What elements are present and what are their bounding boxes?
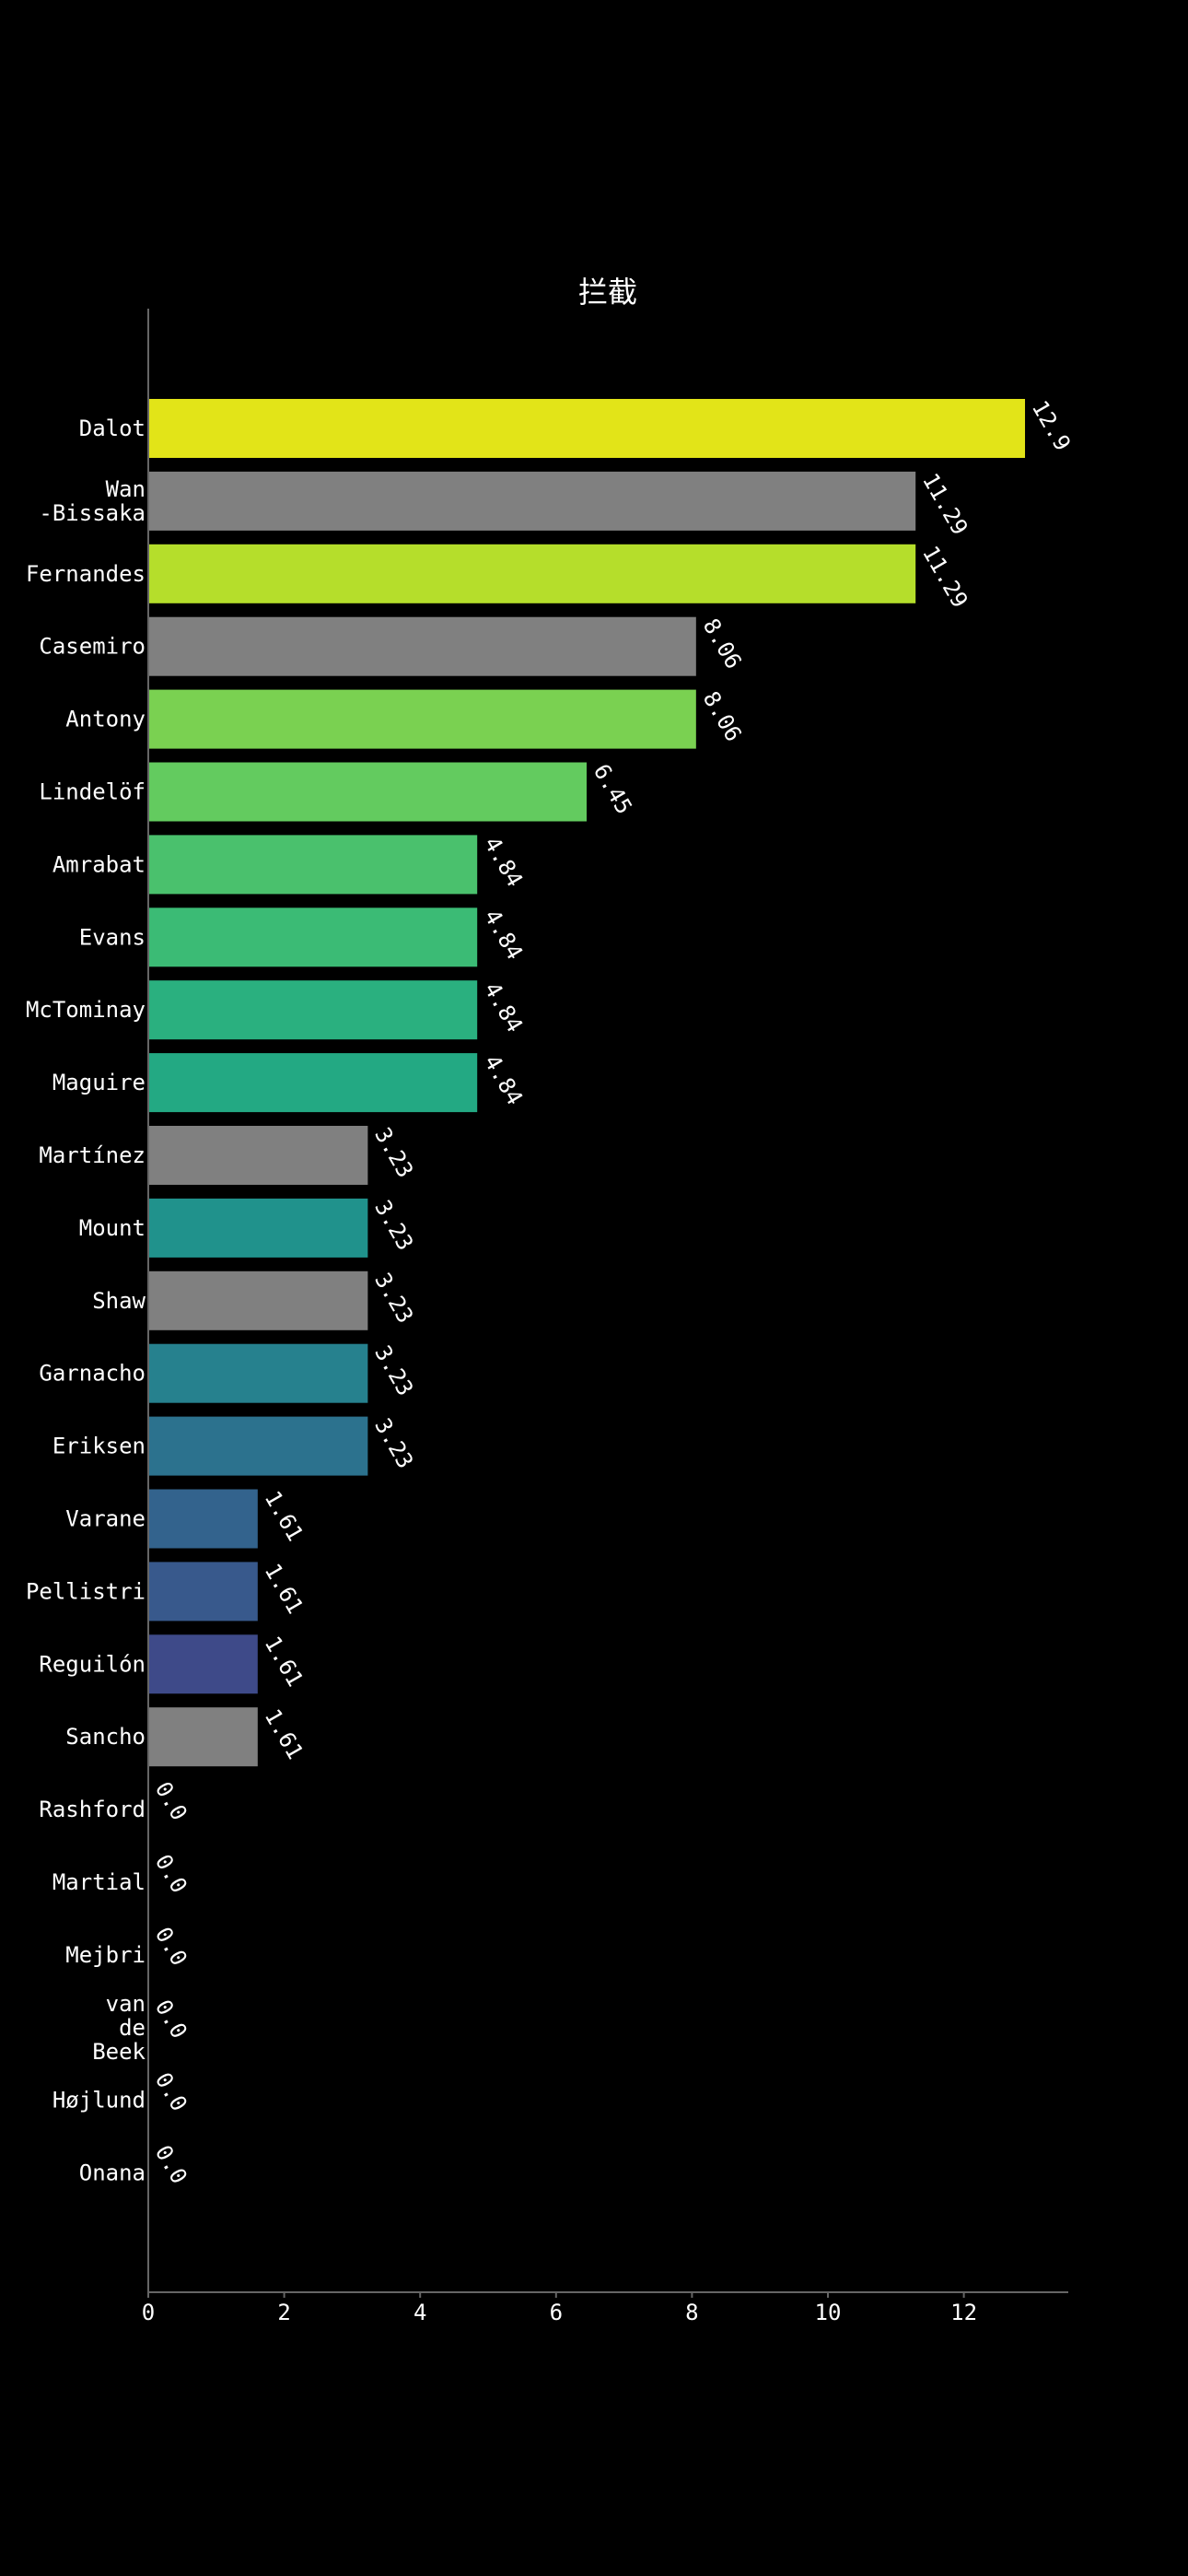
category-label: Reguilón (39, 1651, 146, 1677)
value-label: 1.61 (260, 1632, 309, 1691)
category-label: Antony (65, 707, 146, 732)
value-label: 8.06 (698, 615, 747, 673)
value-label: 0.0 (150, 2141, 192, 2189)
value-label: 4.84 (479, 978, 528, 1036)
x-tick-label: 6 (550, 2300, 563, 2325)
bar (148, 762, 588, 822)
category-label: Dalot (79, 416, 146, 441)
bar (148, 1053, 478, 1113)
category-label: Pellistri (26, 1578, 146, 1604)
category-label: Højlund (52, 2088, 146, 2113)
x-ticks-group: 0 2 4 6 8 10 12 (142, 2292, 977, 2325)
value-label: 12.9 (1027, 396, 1076, 455)
category-label: Maguire (52, 1070, 146, 1095)
value-label: 4.84 (479, 905, 528, 964)
value-label: 11.29 (917, 542, 973, 613)
category-label: van de Beek (92, 1991, 146, 2065)
bar (148, 835, 478, 895)
value-label: 8.06 (698, 687, 747, 746)
bar (148, 1416, 368, 1476)
category-labels-group: Dalot Wan -Bissaka Fernandes Casemiro Antony L… (26, 416, 146, 2186)
value-label: 3.23 (369, 1196, 418, 1255)
chart-title: 拦截 (578, 275, 637, 310)
category-label: Amrabat (52, 851, 146, 877)
category-label: Fernandes (26, 561, 146, 587)
value-label: 3.23 (369, 1123, 418, 1182)
category-label: Wan -Bissaka (39, 476, 146, 526)
bar (148, 1198, 368, 1258)
bar (148, 1707, 258, 1767)
bar (148, 399, 1026, 458)
value-label: 0.0 (150, 1923, 192, 1971)
bars-group (148, 399, 1026, 1767)
bar (148, 1126, 368, 1185)
value-label: 0.0 (150, 1777, 192, 1825)
category-label: Martínez (39, 1142, 146, 1168)
category-label: Shaw (92, 1288, 146, 1314)
value-label: 1.61 (260, 1487, 309, 1546)
value-label: 3.23 (369, 1341, 418, 1400)
category-label: Mount (79, 1215, 146, 1241)
bar (148, 1634, 258, 1694)
category-label: Onana (79, 2160, 146, 2186)
value-label: 6.45 (588, 760, 637, 819)
category-label: Sancho (65, 1724, 146, 1750)
bar (148, 1343, 368, 1403)
value-label: 4.84 (479, 1050, 528, 1109)
value-label: 11.29 (917, 469, 973, 540)
bar (148, 471, 916, 531)
category-label: Casemiro (39, 634, 146, 660)
bar (148, 1489, 258, 1549)
x-tick-label: 10 (815, 2300, 842, 2325)
value-label: 3.23 (369, 1414, 418, 1473)
category-label: Garnacho (39, 1361, 146, 1387)
x-tick-label: 8 (685, 2300, 698, 2325)
category-label: Mejbri (65, 1942, 146, 1968)
category-label: Eriksen (52, 1434, 146, 1459)
value-label: 0.0 (150, 1996, 192, 2043)
bar (148, 1270, 368, 1330)
value-label: 0.0 (150, 1850, 192, 1898)
category-label: Evans (79, 924, 146, 950)
value-label: 4.84 (479, 832, 528, 891)
value-label: 0.0 (150, 2068, 192, 2116)
bar (148, 980, 478, 1040)
category-label: McTominay (26, 997, 146, 1023)
bar (148, 544, 916, 603)
x-tick-label: 2 (277, 2300, 290, 2325)
x-tick-label: 0 (142, 2300, 155, 2325)
category-label: Rashford (39, 1797, 146, 1822)
value-label: 3.23 (369, 1269, 418, 1328)
bar (148, 907, 478, 967)
value-label: 1.61 (260, 1704, 309, 1763)
x-tick-label: 4 (413, 2300, 426, 2325)
x-tick-label: 12 (950, 2300, 977, 2325)
bar (148, 616, 696, 676)
category-label: Varane (65, 1506, 146, 1532)
category-label: Lindelöf (39, 779, 146, 805)
value-label: 1.61 (260, 1559, 309, 1618)
bar (148, 689, 696, 749)
category-label: Martial (52, 1869, 146, 1895)
bar (148, 1562, 258, 1622)
